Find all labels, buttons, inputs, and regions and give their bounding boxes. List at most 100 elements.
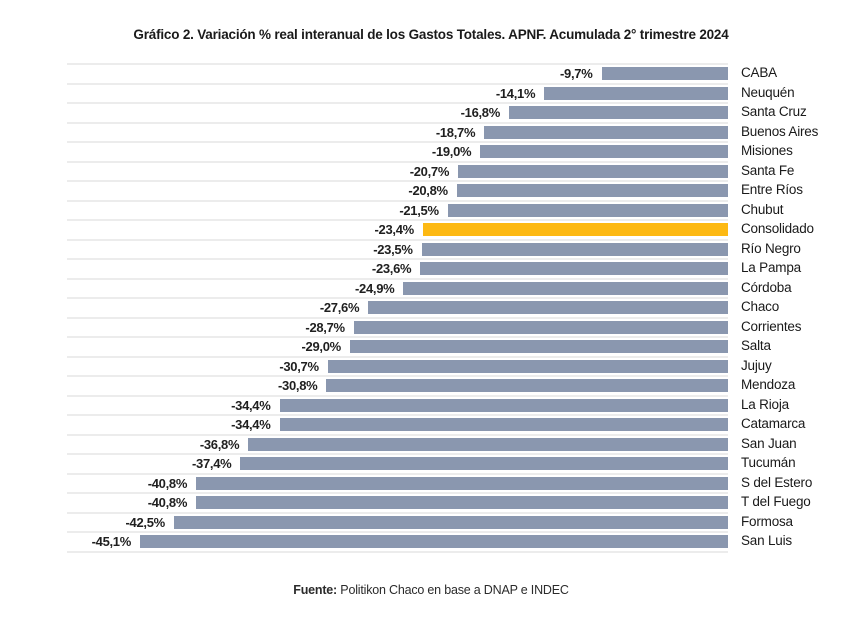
value-label: -37,4%: [192, 456, 232, 472]
plot-cell: -23,6%: [67, 258, 728, 278]
plot-cell: -40,8%: [67, 492, 728, 512]
bar: [509, 106, 728, 120]
bar-row: -16,8% Santa Cruz: [67, 102, 862, 122]
value-label: -23,5%: [373, 241, 413, 257]
bar: [422, 223, 728, 237]
bar: [447, 203, 728, 217]
category-label: CABA: [741, 65, 777, 81]
bar: [368, 301, 728, 315]
category-label: Tucumán: [741, 455, 796, 471]
bar-row: -30,8% Mendoza: [67, 375, 862, 395]
source-note: Fuente: Politikon Chaco en base a DNAP e…: [0, 583, 862, 597]
plot-cell: -36,8%: [67, 433, 728, 454]
plot-cell: -42,5%: [67, 511, 728, 532]
category-label: Consolidado: [741, 221, 814, 237]
category-label: Corrientes: [741, 318, 802, 334]
bar: [458, 164, 728, 178]
value-label: -14,1%: [495, 85, 536, 101]
plot-cell: -16,8%: [67, 102, 728, 122]
bar: [196, 476, 728, 490]
plot-cell: -30,8%: [67, 375, 728, 395]
source-text: Politikon Chaco en base a DNAP e INDEC: [337, 583, 569, 597]
category-label: Misiones: [741, 143, 793, 159]
bar-row: -18,7% Buenos Aires: [67, 121, 862, 142]
plot-cell: -27,6%: [67, 297, 728, 317]
value-label: -45,1%: [91, 534, 132, 550]
category-label: Jujuy: [741, 357, 772, 373]
plot-cell: -9,7%: [67, 63, 728, 83]
plot-cell: -34,4%: [67, 414, 728, 434]
category-label: Chaco: [741, 299, 780, 315]
category-label: Mendoza: [741, 377, 796, 393]
category-label: T del Fuego: [741, 494, 811, 510]
bar-row: -40,8% T del Fuego: [67, 492, 862, 512]
value-label: -18,7%: [435, 124, 476, 140]
bar-row: -9,7% CABA: [67, 63, 862, 83]
category-label: San Juan: [741, 435, 797, 451]
category-label: La Rioja: [741, 396, 789, 412]
plot-cell: -21,5%: [67, 199, 728, 220]
plot-cell: -40,8%: [67, 472, 728, 493]
value-label: -40,8%: [147, 495, 188, 511]
value-label: -20,7%: [409, 163, 450, 179]
bar-row: -37,4% Tucumán: [67, 453, 862, 473]
bar: [456, 184, 728, 198]
bar-row: -20,7% Santa Fe: [67, 160, 862, 181]
bar-row: -23,4% Consolidado: [67, 219, 862, 239]
value-label: -23,6%: [371, 261, 412, 277]
bar-row: -30,7% Jujuy: [67, 355, 862, 376]
bar-row: -20,8% Entre Ríos: [67, 180, 862, 200]
bar: [327, 359, 728, 373]
category-label: Santa Fe: [741, 162, 795, 178]
bar: [326, 379, 728, 393]
bar-row: -21,5% Chubut: [67, 199, 862, 220]
value-label: -42,5%: [125, 514, 166, 530]
category-label: San Luis: [741, 533, 792, 549]
bar-row: -19,0% Misiones: [67, 141, 862, 161]
plot-cell: -23,5%: [67, 238, 728, 259]
value-label: -30,7%: [279, 358, 319, 374]
bar-row: -23,6% La Pampa: [67, 258, 862, 278]
bar: [240, 457, 728, 471]
value-label: -9,7%: [560, 66, 593, 82]
value-label: -16,8%: [460, 105, 501, 121]
category-label: Formosa: [741, 513, 793, 529]
category-label: Chubut: [741, 201, 784, 217]
bar-row: -23,5% Río Negro: [67, 238, 862, 259]
bar-row: -34,4% Catamarca: [67, 414, 862, 434]
bar: [140, 535, 728, 549]
category-label: Entre Ríos: [741, 182, 803, 198]
bar-row: -27,6% Chaco: [67, 297, 862, 317]
category-label: Salta: [741, 338, 771, 354]
bar: [403, 281, 728, 295]
plot-cell: -24,9%: [67, 277, 728, 298]
bar: [601, 67, 728, 81]
bar: [279, 398, 728, 412]
plot-cell: -45,1%: [67, 531, 728, 551]
category-label: Catamarca: [741, 416, 806, 432]
bar-row: -40,8% S del Estero: [67, 472, 862, 493]
bar-row: -34,4% La Rioja: [67, 394, 862, 415]
value-label: -34,4%: [231, 397, 271, 413]
bar: [349, 340, 728, 354]
bar: [279, 418, 728, 432]
bar: [544, 86, 728, 100]
category-label: Río Negro: [741, 240, 801, 256]
value-label: -30,8%: [278, 378, 318, 394]
bar: [480, 145, 728, 159]
value-label: -19,0%: [431, 144, 472, 160]
plot-cell: -28,7%: [67, 316, 728, 337]
bar: [196, 496, 728, 510]
value-label: -34,4%: [231, 417, 271, 433]
value-label: -23,4%: [374, 222, 415, 238]
plot-cell: -23,4%: [67, 219, 728, 239]
category-label: Buenos Aires: [741, 123, 819, 139]
value-label: -40,8%: [147, 475, 188, 491]
category-label: Neuquén: [741, 84, 795, 100]
bar: [353, 320, 728, 334]
bar-row: -42,5% Formosa: [67, 511, 862, 532]
bar-chart: -9,7% CABA -14,1% Neuquén -16,8% Santa Cruz -1…: [67, 63, 862, 553]
bar: [421, 242, 728, 256]
bar: [248, 437, 728, 451]
